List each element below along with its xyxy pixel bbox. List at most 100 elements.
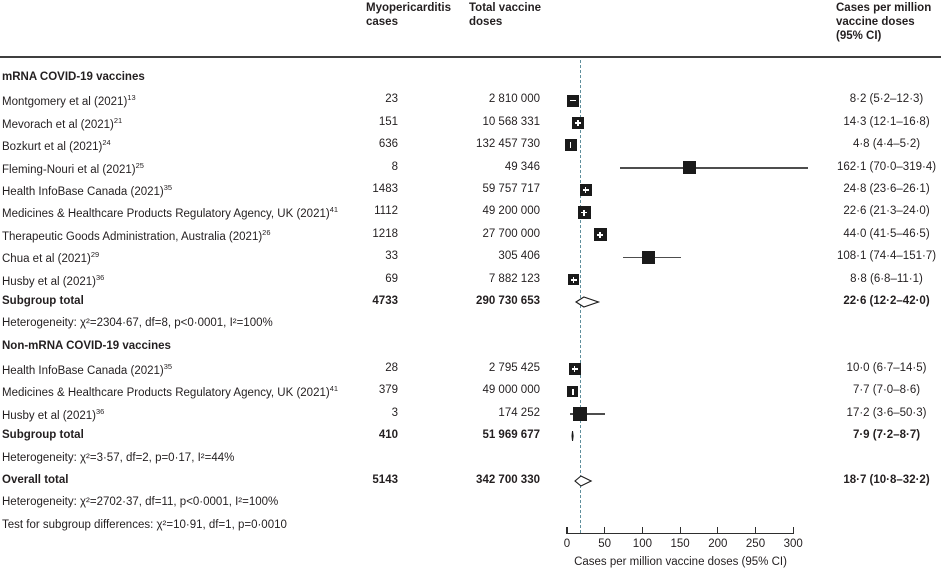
ci-value: 17·2 (3·6–50·3) (846, 406, 927, 419)
table-row: Health InfoBase Canada (2021)35 28 2 795 4… (0, 358, 941, 380)
doses-value: 27 700 000 (482, 227, 540, 240)
ci-value: 44·0 (41·5–46·5) (843, 227, 930, 240)
cases-value: 636 (378, 138, 398, 151)
doses-value: 2 810 000 (488, 93, 540, 106)
table-row: Overall total 5143 342 700 330 18·7 (10·8–3… (0, 470, 941, 492)
axis-tick-label: 150 (670, 538, 690, 550)
study-label: Health InfoBase Canada (2021)35 (2, 182, 173, 198)
column-header-cases-per-million: Cases per million vaccine doses (95% CI) (836, 2, 932, 42)
axis-tick (754, 527, 757, 533)
reference-superscript: 36 (95, 272, 105, 282)
reference-superscript: 25 (135, 160, 144, 170)
table-row: Mevorach et al (2021)21 151 10 568 331 14·3… (0, 112, 941, 134)
study-label: Fleming-Nouri et al (2021)25 (2, 160, 144, 176)
marker-inner-tick (572, 388, 574, 395)
study-label: Non-mRNA COVID-19 vaccines (2, 339, 171, 352)
ci-value: 22·6 (21·3–24·0) (843, 205, 930, 218)
ci-value: 7·7 (7·0–8·6) (852, 384, 921, 397)
study-label: Mevorach et al (2021)21 (2, 115, 123, 131)
study-label: Test for subgroup differences: χ²=10·91,… (2, 518, 287, 531)
doses-value: 59 757 717 (482, 182, 540, 195)
table-row: Husby et al (2021)36 3 174 252 17·2 (3·6–50… (0, 403, 941, 425)
summary-diamond (575, 296, 601, 308)
ci-value: 8·2 (5·2–12·3) (849, 93, 924, 106)
table-row: Bozkurt et al (2021)24 636 132 457 730 4·8 … (0, 134, 941, 156)
ci-value: 162·1 (70·0–319·4) (836, 160, 937, 173)
table-row: Medicines & Healthcare Products Regulato… (0, 380, 941, 402)
study-label: mRNA COVID-19 vaccines (2, 71, 145, 83)
table-row: Therapeutic Goods Administration, Austra… (0, 224, 941, 246)
reference-superscript: 35 (163, 182, 173, 192)
cases-value: 1112 (374, 205, 398, 218)
doses-value: 132 457 730 (476, 138, 540, 151)
cases-value: 28 (385, 362, 398, 375)
table-row: Non-mRNA COVID-19 vaccines (0, 336, 941, 358)
axis-tick (604, 527, 606, 533)
doses-value: 342 700 330 (476, 474, 540, 487)
study-label: Husby et al (2021)36 (2, 406, 105, 422)
overall-estimate-reference-line (580, 60, 581, 533)
cases-value: 410 (378, 429, 398, 442)
doses-value: 2 795 425 (488, 362, 540, 375)
table-row: Heterogeneity: χ²=3·57, df=2, p=0·17, I²… (0, 448, 941, 470)
summary-diamond (574, 475, 593, 487)
reference-superscript: 35 (163, 362, 173, 372)
cases-value: 4733 (372, 294, 398, 307)
study-label: Subgroup total (2, 294, 84, 307)
cases-value: 33 (385, 250, 398, 263)
column-header-myopericarditis-cases: Myopericarditis cases (366, 2, 451, 28)
marker-inner-tick (599, 231, 601, 238)
forest-plot-rows: mRNA COVID-19 vaccines Montgomery et al (… (0, 67, 941, 537)
marker-inner-tick (569, 142, 572, 149)
marker-inner-tick (572, 276, 575, 283)
axis-tick (717, 527, 719, 533)
axis-tick-label: 50 (598, 538, 612, 550)
table-row: Heterogeneity: χ²=2304·67, df=8, p<0·000… (0, 313, 941, 335)
summary-diamond (571, 431, 575, 442)
cases-value: 379 (378, 384, 398, 397)
effect-size-marker (642, 250, 655, 264)
marker-inner-tick (573, 366, 576, 373)
doses-value: 305 406 (498, 250, 540, 263)
confidence-interval-line (619, 167, 808, 169)
axis-tick-label: 100 (632, 538, 652, 550)
ci-value: 4·8 (4·4–5·2) (852, 138, 921, 151)
doses-value: 174 252 (498, 406, 540, 419)
table-row: Test for subgroup differences: χ²=10·91,… (0, 515, 941, 537)
axis-tick (792, 527, 794, 533)
column-header-total-vaccine-doses: Total vaccine doses (469, 2, 542, 28)
study-label: Heterogeneity: χ²=2304·67, df=8, p<0·000… (2, 317, 273, 330)
reference-superscript: 41 (329, 384, 339, 394)
doses-value: 49 000 000 (482, 384, 540, 397)
axis-tick (679, 527, 681, 533)
table-row: Montgomery et al (2021)13 23 2 810 000 8·2 … (0, 89, 941, 111)
doses-value: 10 568 331 (482, 115, 540, 128)
table-row: Fleming-Nouri et al (2021)25 8 49 346 162·1… (0, 157, 941, 179)
study-label: Medicines & Healthcare Products Regulato… (2, 384, 339, 400)
x-axis-line (566, 533, 794, 535)
study-label: Chua et al (2021)29 (2, 250, 100, 265)
axis-tick (566, 527, 568, 533)
doses-value: 49 346 (504, 160, 540, 173)
doses-value: 51 969 677 (482, 429, 540, 442)
ci-value: 7·9 (7·2–8·7) (852, 429, 921, 442)
marker-inner-tick (584, 187, 587, 194)
study-label: Overall total (2, 474, 69, 487)
axis-tick-label: 250 (745, 538, 766, 550)
study-label: Husby et al (2021)36 (2, 272, 105, 288)
ci-value: 24·8 (23·6–26·1) (843, 182, 930, 195)
study-label: Health InfoBase Canada (2021)35 (2, 362, 173, 377)
ci-value: 14·3 (12·1–16·8) (843, 115, 930, 128)
marker-inner-tick (576, 119, 579, 126)
reference-superscript: 13 (127, 93, 136, 103)
table-row: Medicines & Healthcare Products Regulato… (0, 201, 941, 223)
ci-value: 10·0 (6·7–14·5) (846, 362, 927, 375)
ci-value: 22·6 (12·2–42·0) (843, 294, 930, 307)
study-label: Therapeutic Goods Administration, Austra… (2, 227, 271, 243)
reference-superscript: 21 (113, 115, 123, 125)
reference-superscript: 29 (90, 250, 100, 260)
table-row: Subgroup total 4733 290 730 653 22·6 (12·2–… (0, 291, 941, 313)
cases-value: 5143 (372, 474, 398, 487)
cases-value: 69 (385, 272, 398, 285)
